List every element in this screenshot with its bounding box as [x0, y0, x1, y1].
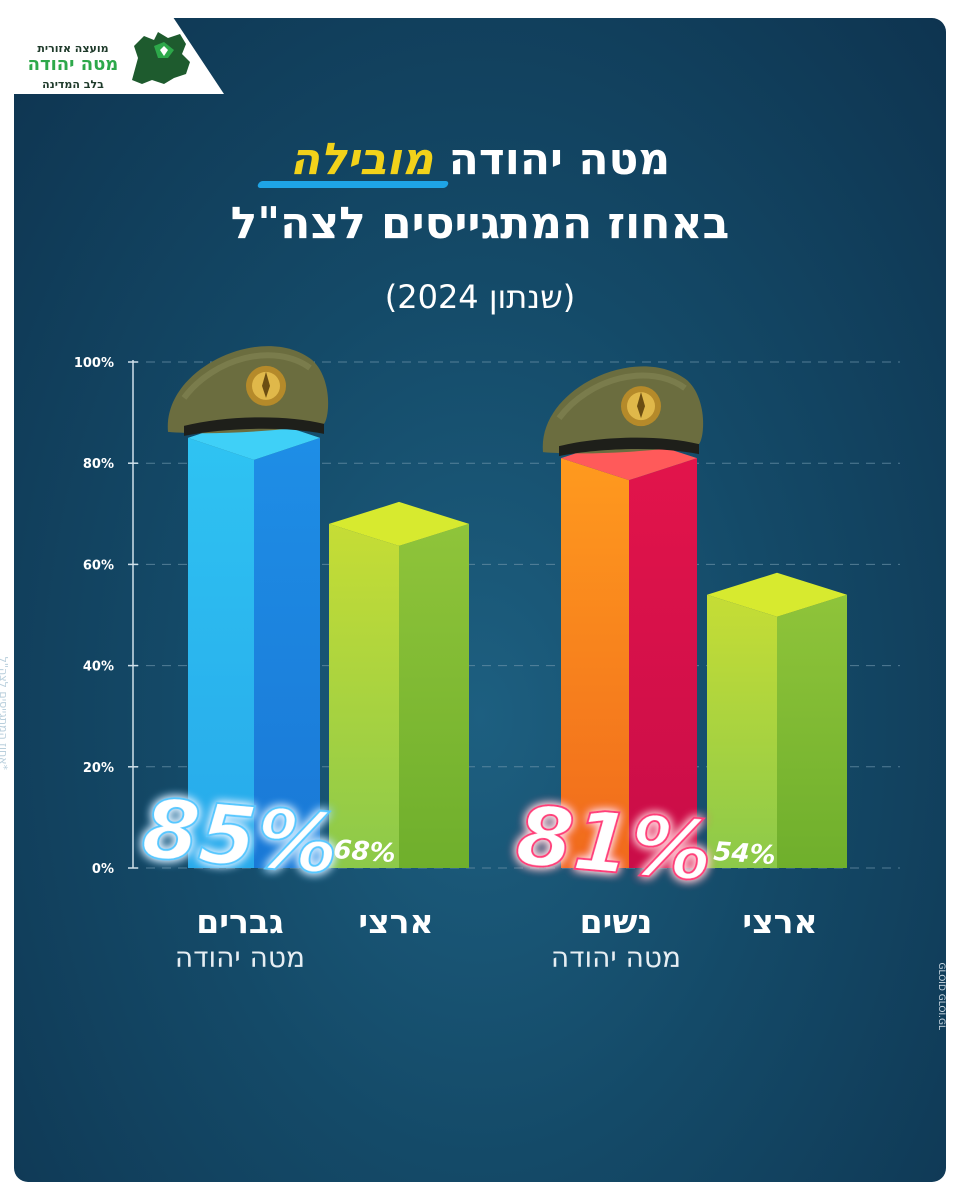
value-label: 68% [332, 835, 396, 869]
bar-face-left [561, 458, 629, 868]
bar-face-left [329, 523, 399, 868]
y-tick-label: 60% [83, 558, 114, 573]
bar-top [707, 572, 847, 617]
national-label-1: ארצי [358, 902, 434, 941]
bar-face-right [399, 523, 469, 868]
title-part-1: מטה יהודה [433, 134, 671, 185]
badge-sword [637, 392, 645, 419]
y-tick-label: 20% [83, 761, 114, 776]
badge-sword [262, 371, 270, 398]
category-label-national-2: ארצי [680, 902, 880, 941]
bar-face-right [254, 437, 320, 868]
title-highlight: מובילה [289, 134, 434, 185]
credit-text: GLOID GLOI.GL [936, 962, 946, 1030]
y-tick-label: 80% [83, 457, 114, 472]
value-label: 54% [712, 837, 776, 871]
logo-name-text: מטה יהודה [27, 54, 119, 75]
title-line-2: באחוז המתגייסים לצה"ל [230, 198, 730, 249]
bar-face-right [777, 594, 847, 868]
value-label: 85% [138, 782, 342, 894]
logo-map-icon [132, 32, 190, 84]
y-tick-label: 0% [92, 862, 114, 877]
bar-face-right [629, 458, 697, 868]
category-label-women: נשים מטה יהודה [516, 902, 716, 974]
bar-face-left [188, 437, 254, 868]
y-axis-note: *אחוז המתגייסים לצה"ל [0, 656, 10, 770]
women-label-sub: מטה יהודה [550, 941, 682, 974]
logo-slogan-text: בלב המדינה [42, 78, 104, 91]
title-line-1: מטה יהודה מובילה [0, 134, 960, 185]
women-label-main: נשים [579, 902, 653, 941]
category-label-men: גברים מטה יהודה [140, 902, 340, 974]
y-tick-label: 100% [74, 356, 114, 371]
bar [329, 501, 469, 868]
idf-beret-icon [167, 346, 329, 436]
value-label: 81% [512, 789, 716, 901]
bar-top [329, 501, 469, 546]
beret-band [559, 437, 699, 457]
men-label-sub: מטה יהודה [174, 941, 306, 974]
y-tick-label: 40% [83, 660, 114, 675]
bar [561, 436, 697, 868]
beret-band [184, 417, 324, 436]
subtitle: (שנתון 2024) [384, 278, 576, 316]
bar [707, 572, 847, 868]
beret-highlight [181, 352, 312, 400]
bar [188, 415, 320, 868]
men-label-main: גברים [196, 902, 284, 941]
national-label-2: ארצי [742, 902, 818, 941]
beret-highlight [556, 372, 687, 420]
category-label-national-1: ארצי [296, 902, 496, 941]
bar-face-left [707, 594, 777, 868]
logo-council-text: מועצה אזורית [37, 42, 109, 55]
idf-beret-icon [542, 366, 704, 457]
